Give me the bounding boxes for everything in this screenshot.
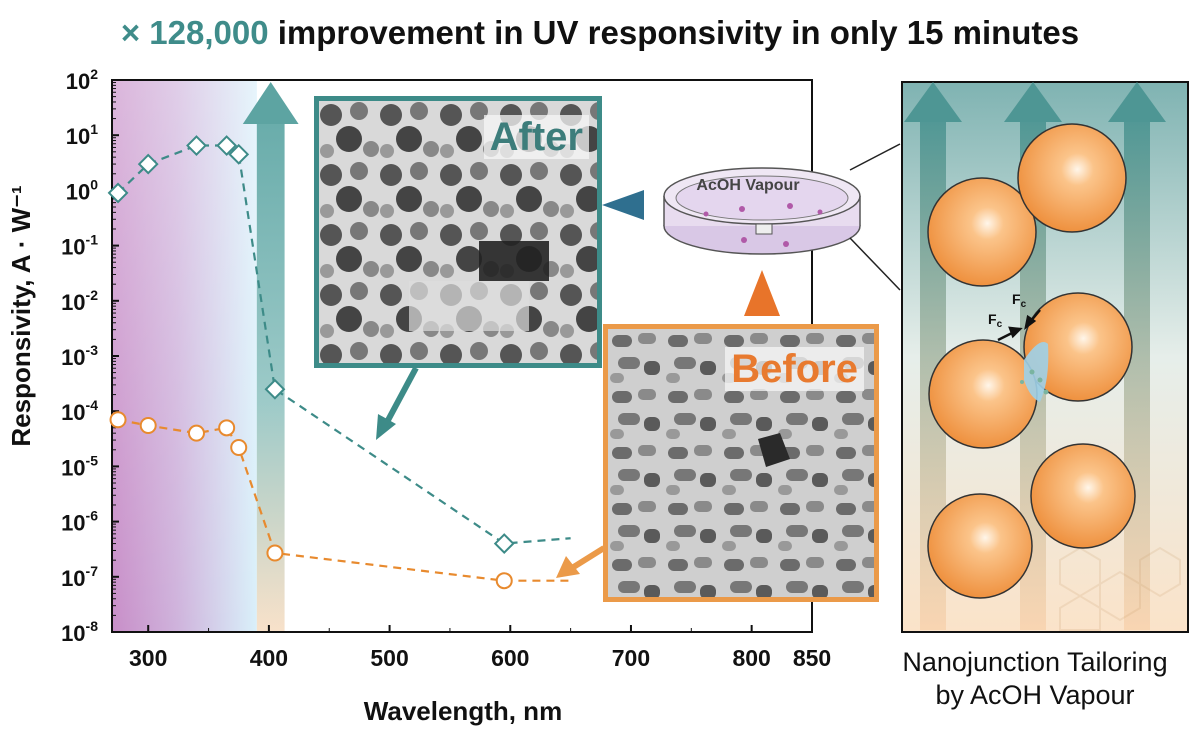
- force-label-1: Fc: [988, 311, 1003, 330]
- series-0-point: [186, 135, 207, 156]
- force-label-2: Fc: [1012, 291, 1027, 310]
- capillary-force-arrows-icon: [997, 309, 1041, 342]
- series-1-point: [266, 544, 284, 562]
- panel-caption-line2: by AcOH Vapour: [935, 680, 1135, 710]
- y-tick-base: 10: [61, 511, 85, 536]
- y-tick-label: 10-6: [61, 508, 98, 536]
- x-tick-label: 400: [250, 645, 288, 671]
- y-tick-base: 10: [66, 179, 90, 204]
- x-tick-label: 500: [370, 645, 408, 671]
- panel-caption: Nanojunction Tailoring by AcOH Vapour: [870, 646, 1200, 712]
- series-0-point: [216, 135, 238, 156]
- force-label-main-1: F: [988, 311, 997, 327]
- y-tick-base: 10: [61, 345, 85, 370]
- x-tick-label: 600: [491, 645, 529, 671]
- series-1-point: [187, 424, 205, 442]
- y-tick-label: 10-5: [61, 452, 98, 480]
- y-tick-base: 10: [66, 69, 90, 94]
- x-axis-label: Wavelength, nm: [364, 696, 562, 726]
- y-tick-base: 10: [61, 290, 85, 315]
- y-tick-exp: -7: [86, 563, 99, 579]
- y-tick-base: 10: [61, 566, 85, 591]
- series-1-line: [117, 418, 571, 582]
- inset-before-label: Before: [725, 347, 864, 391]
- headline: × 128,000 improvement in UV responsivity…: [0, 8, 1200, 58]
- series-1-point: [230, 438, 248, 456]
- y-tick-base: 10: [61, 400, 85, 425]
- dish-label: AcOH Vapour: [696, 177, 799, 194]
- x-tick-label: 800: [732, 645, 770, 671]
- nanoparticles: [927, 123, 1136, 599]
- before-pointer-arrow-icon: [556, 545, 606, 578]
- y-tick-label: 101: [66, 121, 98, 149]
- inset-after-label: After: [483, 115, 589, 159]
- panel-caption-line1: Nanojunction Tailoring: [902, 647, 1168, 677]
- series-0-point: [493, 533, 515, 554]
- zoom-line-top: [849, 143, 901, 171]
- force-label-main-2: F: [1012, 291, 1021, 307]
- series-0-point: [264, 378, 286, 400]
- nanojunction-panel: Fc Fc: [901, 81, 1189, 633]
- after-pointer-arrow-icon: [376, 366, 419, 440]
- series-layer: [107, 135, 571, 590]
- series-0-point: [107, 182, 129, 204]
- y-tick-label: 10-3: [61, 342, 98, 370]
- acoh-vapour-dish: AcOH Vapour: [663, 167, 861, 255]
- x-axis: 300 400 500 600 700 800 850: [129, 625, 831, 671]
- y-tick-exp: -4: [86, 397, 99, 413]
- y-tick-label: 10-4: [61, 397, 98, 425]
- y-tick-label: 10-1: [61, 232, 98, 260]
- dish-to-after-triangle-icon: [602, 190, 644, 220]
- y-tick-exp: 1: [90, 121, 98, 137]
- y-tick-exp: 0: [90, 176, 98, 192]
- series-1-point: [218, 419, 236, 437]
- headline-text: improvement in UV responsivity in only 1…: [277, 14, 1080, 51]
- x-tick-label: 850: [793, 645, 831, 671]
- highlight-arrow-head-icon: [242, 82, 299, 124]
- y-tick-label: 10-7: [61, 563, 98, 591]
- y-tick-base: 10: [66, 124, 90, 149]
- series-0-point: [137, 153, 159, 175]
- series-1-point: [139, 417, 157, 435]
- y-tick-label: 102: [66, 66, 98, 94]
- zoom-line-bottom: [849, 237, 901, 291]
- y-tick-exp: -8: [86, 618, 99, 634]
- x-tick-label: 300: [129, 645, 167, 671]
- series-0-point: [228, 143, 250, 165]
- headline-accent: × 128,000: [120, 14, 269, 51]
- uv-band-fade: [112, 80, 257, 632]
- series-1-point: [495, 572, 513, 590]
- y-tick-label: 10-8: [61, 618, 98, 646]
- y-axis-label: Responsivity, A · W⁻¹: [6, 185, 36, 446]
- y-tick-base: 10: [61, 235, 85, 260]
- before-to-dish-triangle-icon: [744, 270, 780, 316]
- y-tick-exp: -1: [86, 232, 99, 248]
- force-label-sub-2: c: [1021, 299, 1027, 310]
- inset-after: After: [314, 96, 602, 368]
- y-tick-label: 100: [66, 176, 98, 204]
- series-1-point: [109, 411, 127, 429]
- y-tick-exp: -6: [86, 508, 99, 524]
- y-tick-base: 10: [61, 621, 85, 646]
- y-tick-label: 10-2: [61, 287, 98, 315]
- y-tick-exp: -2: [86, 287, 99, 303]
- nanojunction-droplet: [1020, 342, 1049, 402]
- y-tick-exp: -3: [86, 342, 99, 358]
- inset-before: Before: [603, 324, 879, 602]
- y-tick-exp: -5: [86, 452, 99, 468]
- series-0-line: [117, 144, 571, 545]
- hexagon-pattern: [1059, 546, 1181, 631]
- x-tick-label: 700: [612, 645, 650, 671]
- force-label-sub-1: c: [997, 319, 1003, 330]
- y-axis: 10-810-710-610-510-410-310-210-110010110…: [61, 66, 119, 646]
- y-tick-base: 10: [61, 455, 85, 480]
- y-tick-exp: 2: [90, 66, 98, 82]
